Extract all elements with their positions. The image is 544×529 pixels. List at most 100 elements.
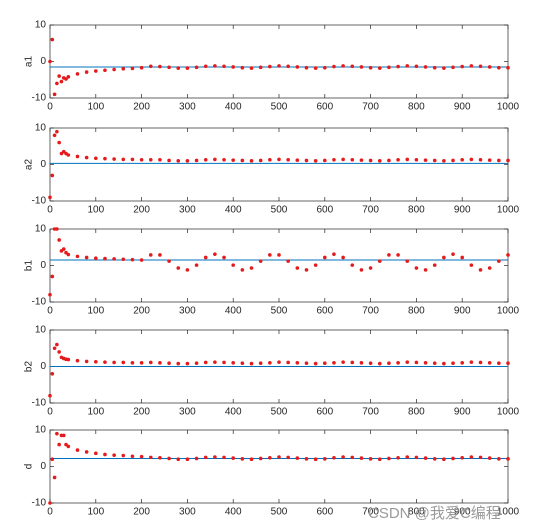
data-point xyxy=(203,360,208,365)
x-tick-label: 300 xyxy=(179,205,196,216)
data-point xyxy=(414,64,419,69)
data-point xyxy=(341,360,345,364)
data-point xyxy=(222,360,226,365)
data-point xyxy=(213,360,217,364)
x-tick-label: 300 xyxy=(179,407,196,418)
x-tick-label: 400 xyxy=(225,306,242,317)
x-tick-label: 500 xyxy=(271,205,288,216)
data-point xyxy=(240,65,245,70)
x-tick-label: 200 xyxy=(133,306,150,317)
y-axis-label: a2 xyxy=(24,159,35,171)
x-tick-label: 100 xyxy=(87,507,104,518)
x-tick-label: 1000 xyxy=(497,306,520,317)
data-point xyxy=(130,66,135,71)
data-point xyxy=(112,360,116,365)
data-point xyxy=(469,455,474,459)
axes-box xyxy=(49,429,509,504)
data-point xyxy=(387,361,391,366)
data-point xyxy=(222,157,226,162)
data-point xyxy=(158,253,162,257)
data-point xyxy=(121,257,126,262)
data-point xyxy=(158,361,162,365)
data-point xyxy=(222,255,226,260)
data-point xyxy=(176,159,181,163)
data-point xyxy=(286,64,290,69)
data-point xyxy=(176,457,181,462)
data-point xyxy=(368,266,373,270)
data-point xyxy=(130,454,135,459)
data-point xyxy=(213,252,217,256)
data-point xyxy=(148,64,153,69)
data-point xyxy=(286,259,290,263)
data-point xyxy=(121,453,126,458)
y-axis-label: b2 xyxy=(24,361,35,373)
data-point xyxy=(451,456,455,461)
x-tick-label: 100 xyxy=(87,407,104,418)
x-tick-label: 100 xyxy=(87,102,104,113)
data-point xyxy=(396,455,400,460)
data-point xyxy=(332,157,336,162)
data-point xyxy=(121,360,126,365)
data-point xyxy=(460,64,465,69)
data-point xyxy=(350,455,355,460)
data-point xyxy=(50,37,55,42)
data-point xyxy=(286,157,290,162)
data-point xyxy=(506,158,510,163)
data-point xyxy=(405,360,410,364)
data-point xyxy=(423,456,428,460)
data-point xyxy=(258,158,263,163)
data-point xyxy=(94,359,98,364)
data-point xyxy=(313,361,318,366)
data-point xyxy=(84,255,89,260)
data-point xyxy=(414,360,419,365)
data-point xyxy=(57,442,61,447)
data-point xyxy=(368,158,373,163)
data-point xyxy=(478,268,483,272)
data-point xyxy=(121,67,126,71)
data-point xyxy=(50,372,55,376)
data-point xyxy=(451,361,455,366)
x-tick-label: 200 xyxy=(133,102,150,113)
data-point xyxy=(57,238,61,242)
data-point xyxy=(75,154,80,159)
data-point xyxy=(432,65,437,70)
data-point xyxy=(139,65,144,70)
data-point xyxy=(249,66,254,70)
data-point xyxy=(130,257,135,262)
data-point xyxy=(313,457,318,462)
data-point xyxy=(66,75,71,79)
data-point xyxy=(341,64,345,68)
data-point xyxy=(341,157,345,162)
data-point xyxy=(231,65,235,69)
data-point xyxy=(460,157,465,162)
x-tick-label: 700 xyxy=(362,407,379,418)
data-point xyxy=(103,256,107,261)
data-point xyxy=(57,74,61,78)
data-point xyxy=(432,263,437,267)
data-point xyxy=(323,255,327,260)
y-tick-label: 10 xyxy=(35,425,47,436)
x-tick-label: 600 xyxy=(316,407,333,418)
data-point xyxy=(94,451,98,456)
data-point xyxy=(359,456,364,460)
data-point xyxy=(313,159,318,163)
data-point xyxy=(48,59,52,64)
data-point xyxy=(295,361,300,365)
x-tick-label: 100 xyxy=(87,306,104,317)
data-point xyxy=(359,65,364,69)
y-tick-label: -10 xyxy=(32,93,47,104)
data-point xyxy=(268,253,272,257)
data-point xyxy=(368,457,373,461)
data-point xyxy=(121,157,126,162)
data-point xyxy=(48,292,52,297)
x-tick-label: 700 xyxy=(362,507,379,518)
data-point xyxy=(231,263,235,267)
data-point xyxy=(341,455,345,459)
data-point xyxy=(277,253,281,257)
data-point xyxy=(249,159,254,163)
data-point xyxy=(460,361,465,365)
y-tick-label: 10 xyxy=(35,20,47,31)
